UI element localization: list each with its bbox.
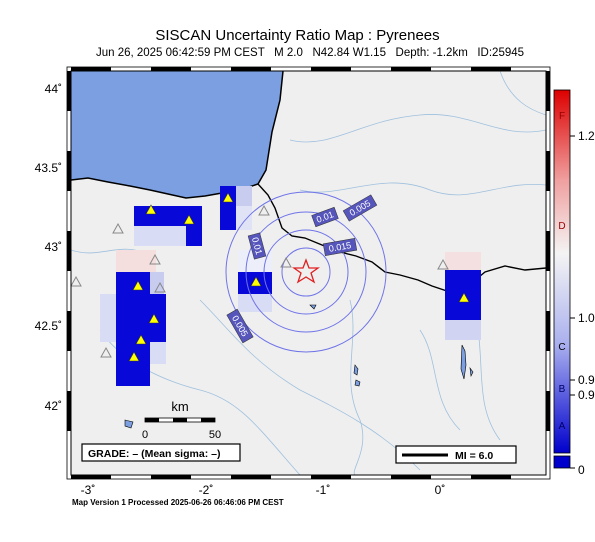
- lat-tick-label: 43˚: [45, 240, 62, 254]
- contour-label: 0.01: [250, 236, 264, 256]
- scale-bar-start: 0: [142, 429, 148, 441]
- station-markers: [71, 204, 449, 358]
- contour-label: 0.015: [328, 240, 352, 254]
- map-title: SISCAN Uncertainty Ratio Map : Pyrenees: [155, 27, 440, 44]
- station-markers-active: [128, 192, 470, 362]
- lon-tick-label: -2˚: [199, 483, 214, 497]
- lat-tick-label: 44˚: [45, 82, 62, 96]
- coastline: [71, 71, 284, 199]
- mi-legend: MI = 6.0: [395, 445, 517, 464]
- lon-tick-label: 0˚: [435, 483, 446, 497]
- bay-of-biscay: [71, 71, 283, 198]
- uncertainty-contours: [225, 191, 387, 353]
- colorbar-tick: 1.0: [578, 311, 595, 325]
- mi-legend-text: MI = 6.0: [455, 450, 493, 462]
- longitude-labels: -3˚ -2˚ -1˚ 0˚: [81, 483, 446, 497]
- scale-bar-end: 50: [209, 429, 221, 441]
- scale-bar-unit: km: [171, 399, 188, 414]
- lon-tick-label: -1˚: [316, 483, 331, 497]
- colorbar-tick: 0: [578, 463, 585, 477]
- scale-bar: km 0 50: [142, 399, 221, 441]
- colorbar-letter: D: [558, 221, 565, 232]
- lat-tick-label: 42˚: [45, 399, 62, 413]
- colorbar-tick: 0.9: [578, 388, 595, 402]
- lat-tick-label: 43.5˚: [35, 161, 62, 175]
- processing-footer: Map Version 1 Processed 2025-06-26 06:46…: [72, 498, 284, 507]
- grade-box: GRADE: – (Mean sigma: –): [81, 443, 241, 462]
- latitude-labels: 44˚ 43.5˚ 43˚ 42.5˚ 42˚: [35, 82, 62, 413]
- country-border: [257, 183, 546, 293]
- colorbar-letter: C: [558, 342, 565, 353]
- lat-tick-label: 42.5˚: [35, 319, 62, 333]
- colorbar-letter: F: [559, 111, 565, 122]
- colorbar: F D C B A 1.2 1.0 0.9 0.9 0: [553, 89, 595, 477]
- epicenter-star-icon: [291, 258, 321, 284]
- lon-tick-label: -3˚: [81, 483, 96, 497]
- reservoirs: [124, 304, 474, 429]
- colorbar-tick: 0.9: [578, 373, 595, 387]
- colorbar-letter: B: [559, 384, 566, 395]
- map-subtitle: Jun 26, 2025 06:42:59 PM CEST M 2.0 N42.…: [95, 47, 525, 59]
- colorbar-tick: 1.2: [578, 129, 595, 143]
- colorbar-letter: A: [559, 421, 566, 432]
- map-frame: [66, 66, 551, 480]
- grade-text: GRADE: – (Mean sigma: –): [88, 448, 220, 460]
